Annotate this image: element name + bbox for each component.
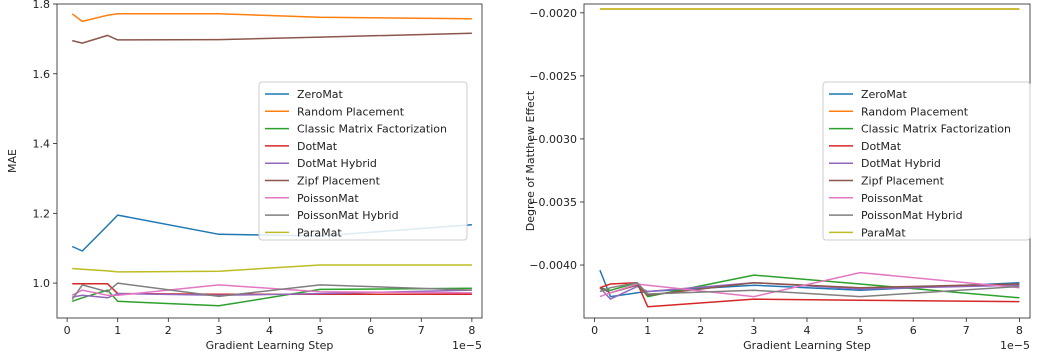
series-line-paramat: [72, 264, 472, 273]
x-tick-label: 0: [64, 324, 71, 337]
y-tick-label: 1.0: [33, 277, 51, 290]
y-tick-label: 1.6: [33, 68, 51, 81]
legend-label: ZeroMat: [861, 88, 908, 101]
legend: ZeroMat Random Placement Classic Matrix Fa…: [258, 81, 468, 241]
series-line-random-placement: [71, 13, 472, 23]
x-tick-label: 3: [215, 324, 222, 337]
y-tick-label: −0.0020: [529, 7, 577, 20]
legend-label: DotMat: [297, 140, 338, 153]
x-offset-text: 1e−5: [452, 339, 482, 352]
legend-label: ZeroMat: [297, 88, 344, 101]
chart-1: 0 1 2 3 4 5 6 7 8 1.0 1.2 1.4 1.6 1.8 Gradient Learnin…: [6, 0, 483, 352]
x-axis-label: Gradient Learning Step: [206, 339, 334, 352]
legend-label: ParaMat: [861, 226, 906, 239]
x-offset-text: 1e−5: [1000, 339, 1030, 352]
series-line-poissonmat-hybrid: [71, 282, 472, 300]
legend-label: DotMat: [861, 140, 902, 153]
legend-label: PoissonMat Hybrid: [861, 209, 963, 222]
series-line-poissonmat-hybrid: [599, 281, 1020, 298]
series-line-poissonmat: [71, 284, 472, 297]
series-line-classic-matrix-factorization: [71, 287, 472, 307]
legend-label: Random Placement: [861, 105, 969, 118]
x-tick-label: 5: [317, 324, 324, 337]
series-line-dotmat-hybrid: [599, 281, 1020, 300]
legend-label: PoissonMat: [861, 192, 923, 205]
x-tick-label: 6: [367, 324, 374, 337]
legend-label: DotMat Hybrid: [297, 157, 377, 170]
x-tick-label: 8: [1016, 324, 1023, 337]
x-tick-label: 5: [857, 324, 864, 337]
x-tick-label: 2: [165, 324, 172, 337]
legend-label: PoissonMat: [297, 192, 359, 205]
y-axis-label: MAE: [6, 149, 19, 173]
series-line-poissonmat: [599, 271, 1020, 298]
series-line-dotmat-hybrid: [72, 289, 472, 299]
chart-2: 0 1 2 3 4 5 6 7 8 −0.0040 −0.0035 −0.0030 −0.0025 −0.…: [524, 3, 1031, 352]
x-tick-label: 1: [114, 324, 121, 337]
x-tick-label: 4: [266, 324, 273, 337]
series-line-classic-matrix-factorization: [599, 274, 1020, 299]
x-axis-label: Gradient Learning Step: [743, 339, 871, 352]
y-tick-label: 1.8: [33, 0, 51, 11]
series-line-zipf-placement: [72, 32, 472, 44]
legend-label: DotMat Hybrid: [861, 157, 941, 170]
y-tick-label: 1.4: [33, 138, 51, 151]
legend-box: [822, 81, 1031, 241]
legend-label: Zipf Placement: [297, 175, 381, 188]
series-line-dotmat: [599, 281, 1020, 308]
legend-label: ParaMat: [297, 226, 342, 239]
legend-label: PoissonMat Hybrid: [297, 209, 399, 222]
x-tick-label: 0: [591, 324, 598, 337]
x-tick-label: 1: [644, 324, 651, 337]
x-tick-label: 3: [750, 324, 757, 337]
x-tick-label: 6: [910, 324, 917, 337]
legend-label: Classic Matrix Factorization: [861, 123, 1011, 136]
legend-box: [258, 81, 468, 241]
legend: ZeroMat Random Placement Classic Matrix Fa…: [822, 81, 1031, 241]
x-tick-label: 4: [804, 324, 811, 337]
y-tick-label: −0.0040: [529, 259, 577, 272]
x-tick-label: 7: [418, 324, 425, 337]
y-tick-label: 1.2: [33, 207, 51, 220]
legend-label: Zipf Placement: [861, 175, 945, 188]
x-tick-label: 2: [697, 324, 704, 337]
y-tick-label: −0.0025: [529, 70, 577, 83]
y-tick-label: −0.0035: [529, 196, 577, 209]
legend-label: Classic Matrix Factorization: [297, 123, 447, 136]
y-tick-label: −0.0030: [529, 133, 577, 146]
legend-label: Random Placement: [297, 105, 405, 118]
x-tick-label: 7: [963, 324, 970, 337]
x-tick-label: 8: [468, 324, 475, 337]
y-axis-label: Degree of Matthew Effect: [524, 90, 537, 231]
